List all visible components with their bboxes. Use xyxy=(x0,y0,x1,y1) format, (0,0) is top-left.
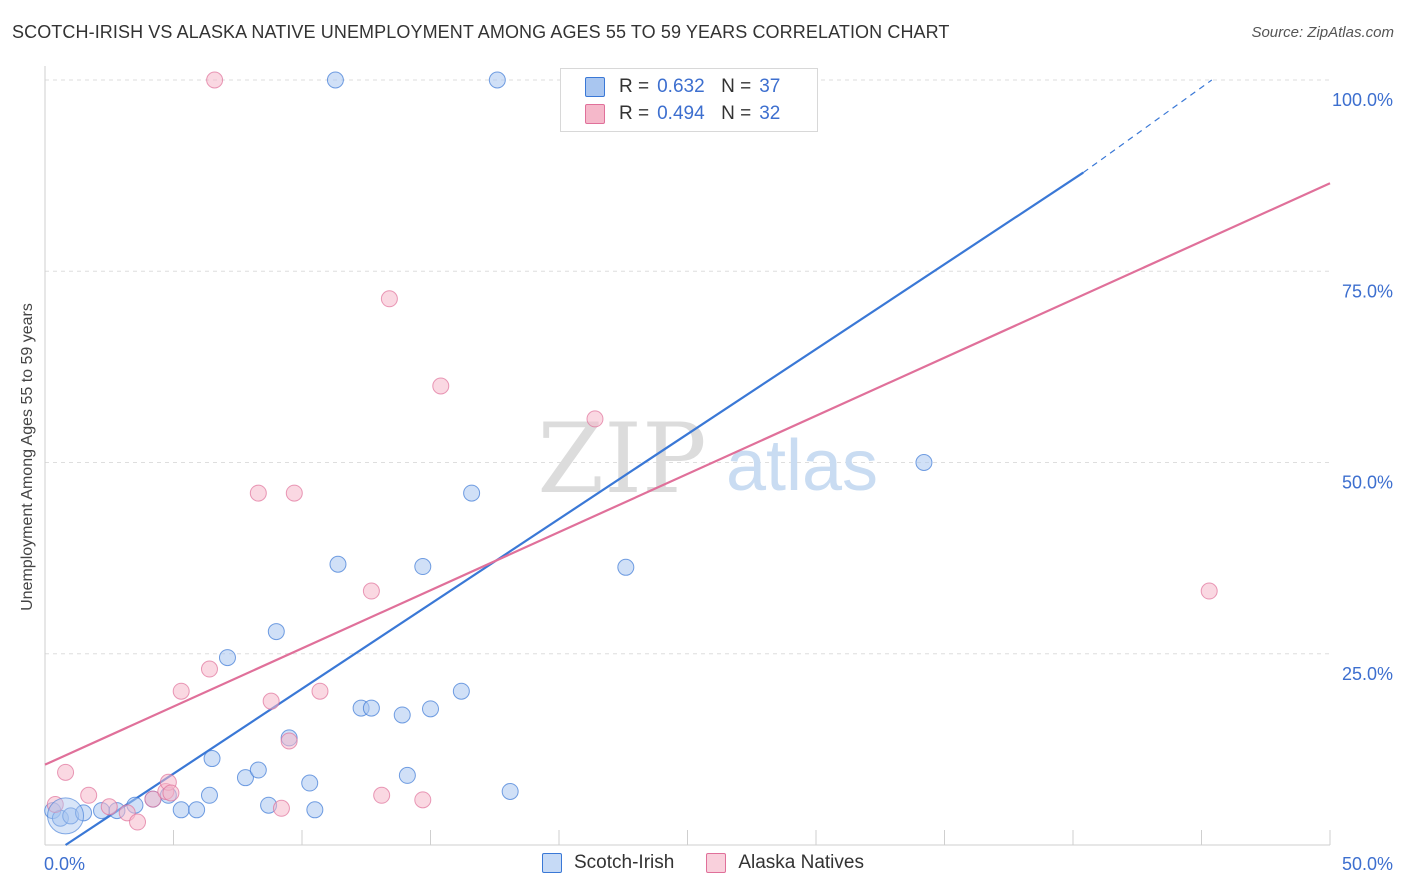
x-tick-label: 50.0% xyxy=(1342,854,1393,874)
point-alaska-natives xyxy=(144,790,162,808)
trendline-layer xyxy=(44,79,1331,846)
correlation-legend: R = 0.632 N = 37 R = 0.494 N = 32 xyxy=(560,68,818,132)
point-scotch-irish xyxy=(422,700,439,718)
y-tick-label: 50.0% xyxy=(1342,473,1393,493)
point-scotch-irish xyxy=(249,761,267,779)
point-scotch-irish xyxy=(200,786,218,804)
point-scotch-irish xyxy=(393,706,411,724)
point-scotch-irish xyxy=(218,649,236,667)
legend-row-scotch-irish: R = 0.632 N = 37 xyxy=(585,75,780,99)
series-swatch-scotch-irish xyxy=(542,853,562,873)
watermark-zip: ZIP xyxy=(537,403,706,515)
point-scotch-irish xyxy=(188,801,206,819)
watermark: ZIP atlas xyxy=(537,403,878,515)
point-scotch-irish xyxy=(267,623,285,641)
legend-n-label: N = xyxy=(721,103,752,124)
points-layer xyxy=(44,71,1218,835)
grid-layer xyxy=(45,79,1330,655)
point-alaska-natives xyxy=(262,692,280,710)
legend-r-label: R = xyxy=(619,76,650,97)
point-scotch-irish xyxy=(329,555,347,573)
series-swatch-alaska-natives xyxy=(706,853,727,873)
axis-layer xyxy=(44,66,1331,846)
point-alaska-natives xyxy=(285,484,303,502)
legend-r-label: R = xyxy=(619,103,650,124)
series-legend-label: Alaska Natives xyxy=(738,852,864,873)
point-alaska-natives xyxy=(129,813,147,831)
legend-n-label: N = xyxy=(721,76,752,97)
point-scotch-irish xyxy=(301,774,319,792)
point-scotch-irish xyxy=(463,484,481,502)
point-alaska-natives xyxy=(200,660,218,678)
y-axis-label: Unemployment Among Ages 55 to 59 years xyxy=(19,303,36,611)
point-alaska-natives xyxy=(46,795,64,813)
legend-swatch-scotch-irish xyxy=(585,77,605,97)
x-tick-label: 0.0% xyxy=(44,854,85,874)
point-scotch-irish xyxy=(236,769,254,787)
point-cluster-scotch-irish xyxy=(47,797,85,835)
point-alaska-natives xyxy=(272,799,290,817)
point-alaska-natives xyxy=(80,786,98,804)
point-scotch-irish xyxy=(488,71,506,89)
point-alaska-natives xyxy=(162,784,180,802)
point-alaska-natives xyxy=(380,290,398,308)
point-alaska-natives xyxy=(432,377,450,395)
y-tick-label: 25.0% xyxy=(1342,664,1393,684)
trendline-extension-scotch-irish xyxy=(1082,79,1213,174)
point-alaska-natives xyxy=(249,484,267,502)
legend-r-value: 0.494 xyxy=(657,103,705,124)
point-scotch-irish xyxy=(306,801,324,819)
point-alaska-natives xyxy=(206,71,224,89)
source-label: Source: ZipAtlas.com xyxy=(1251,24,1394,41)
trendline-scotch-irish xyxy=(64,171,1084,846)
series-legend: Scotch-Irish Alaska Natives xyxy=(0,852,1406,874)
point-scotch-irish xyxy=(362,699,380,717)
point-scotch-irish xyxy=(414,558,432,576)
point-alaska-natives xyxy=(57,763,75,781)
chart-title: SCOTCH-IRISH VS ALASKA NATIVE UNEMPLOYME… xyxy=(12,22,950,42)
legend-swatch-alaska-natives xyxy=(585,104,605,124)
legend-r-value: 0.632 xyxy=(657,76,705,97)
point-alaska-natives xyxy=(362,582,380,600)
trendline-alaska-natives xyxy=(44,182,1331,766)
y-tick-label: 75.0% xyxy=(1342,281,1393,301)
point-alaska-natives xyxy=(311,682,329,700)
legend-n-value: 37 xyxy=(759,76,781,97)
point-scotch-irish xyxy=(326,71,344,89)
point-alaska-natives xyxy=(100,798,118,816)
watermark-atlas: atlas xyxy=(726,426,878,506)
point-scotch-irish xyxy=(915,454,933,471)
point-alaska-natives xyxy=(414,791,432,809)
point-scotch-irish xyxy=(617,558,635,576)
point-alaska-natives xyxy=(373,786,391,804)
point-scotch-irish xyxy=(172,801,190,819)
point-scotch-irish xyxy=(398,766,416,784)
series-legend-item-alaska-natives[interactable]: Alaska Natives xyxy=(706,852,864,874)
tick-label-layer: 25.0% 50.0% 75.0% 100.0% 0.0% 50.0% xyxy=(44,90,1393,874)
legend-n-value: 32 xyxy=(759,103,781,124)
point-alaska-natives xyxy=(1200,582,1218,600)
y-tick-label: 100.0% xyxy=(1332,90,1393,110)
point-alaska-natives xyxy=(172,682,190,700)
point-scotch-irish xyxy=(452,682,470,700)
point-scotch-irish xyxy=(501,782,519,800)
legend-row-alaska-natives: R = 0.494 N = 32 xyxy=(585,102,780,126)
series-legend-item-scotch-irish[interactable]: Scotch-Irish xyxy=(542,852,674,874)
point-scotch-irish xyxy=(203,750,221,768)
point-alaska-natives xyxy=(586,410,604,428)
series-legend-label: Scotch-Irish xyxy=(574,852,675,873)
point-alaska-natives xyxy=(280,732,298,750)
